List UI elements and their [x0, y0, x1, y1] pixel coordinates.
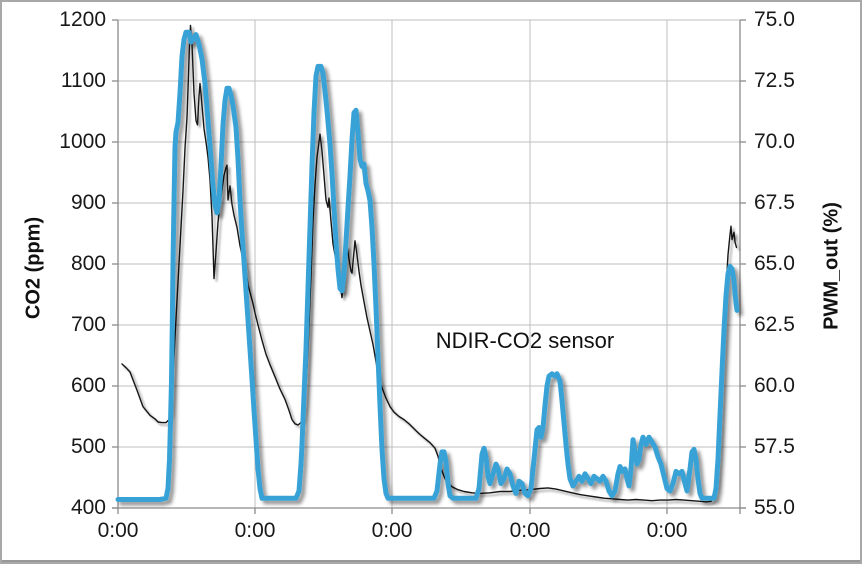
left-axis-tick-label: 1000: [59, 130, 106, 153]
x-axis-tick-label: 0:00: [509, 519, 551, 542]
pwm-series-line: [115, 29, 740, 502]
right-axis-tick-label: 75.0: [754, 8, 795, 31]
left-axis-tick-label: 900: [70, 191, 106, 214]
left-axis-tick-label: 500: [70, 435, 106, 458]
left-axis-tick-label: 600: [70, 374, 106, 397]
right-axis-tick-label: 55.0: [754, 496, 795, 519]
right-axis-tick-label: 70.0: [754, 130, 795, 153]
left-axis-tick-label: 400: [70, 496, 106, 519]
left-axis-tick-label: 1200: [59, 8, 106, 31]
x-axis-tick-label: 0:00: [97, 519, 139, 542]
x-axis-tick-label: 0:00: [234, 519, 276, 542]
axis-lines: [112, 19, 746, 514]
co2-series-line: [121, 24, 738, 503]
right-axis-tick-label: 72.5: [754, 69, 795, 92]
right-axis-tick-label: 60.0: [754, 374, 795, 397]
left-axis-tick-label: 1100: [60, 69, 106, 92]
right-axis-tick-label: 65.0: [754, 252, 795, 275]
right-axis-title: PWM_out (%): [820, 202, 843, 330]
gridlines: [118, 19, 740, 509]
x-axis-tick-label: 0:00: [371, 519, 413, 542]
right-axis-tick-label: 57.5: [754, 435, 795, 458]
x-axis-tick-label: 0:00: [646, 519, 688, 542]
series-annotation: NDIR-CO2 sensor: [435, 328, 615, 353]
left-axis-tick-label: 700: [70, 313, 106, 336]
right-axis-tick-label: 62.5: [754, 313, 795, 336]
left-axis-tick-label: 800: [70, 252, 106, 275]
right-axis-tick-label: 67.5: [754, 191, 795, 214]
